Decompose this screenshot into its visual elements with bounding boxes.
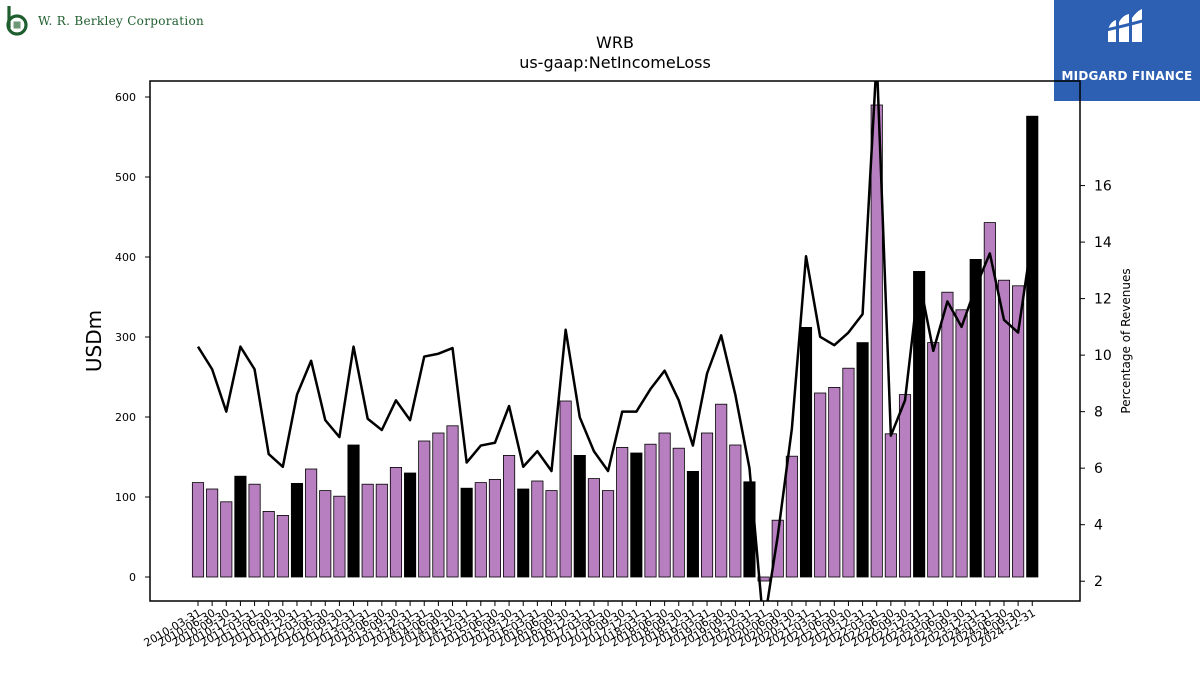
plot-frame: [150, 81, 1080, 601]
bar: [673, 448, 684, 577]
bar: [320, 491, 331, 577]
bar: [730, 445, 741, 577]
y2-tick-label: 2: [1094, 574, 1103, 590]
bar: [744, 482, 755, 577]
chart-title: WRB: [596, 33, 634, 52]
bar: [574, 455, 585, 577]
bar: [447, 426, 458, 577]
bar: [843, 368, 854, 577]
bar: [419, 441, 430, 577]
bar: [617, 447, 628, 577]
bar: [716, 404, 727, 577]
bar: [800, 327, 811, 577]
bar: [192, 483, 203, 577]
y-tick-label: 100: [115, 491, 136, 504]
y2-tick-label: 12: [1094, 292, 1112, 308]
bar: [942, 292, 953, 577]
bar: [390, 467, 401, 577]
bar: [249, 484, 260, 577]
y-tick-label: 0: [129, 571, 136, 584]
y2-tick-label: 4: [1094, 518, 1103, 534]
net-income-chart: WRB us-gaap:NetIncomeLoss 0 100 200 300 400 5…: [0, 0, 1200, 675]
bar: [815, 393, 826, 577]
bar: [376, 484, 387, 577]
bar: [899, 395, 910, 577]
bar: [362, 484, 373, 577]
bar: [701, 433, 712, 577]
bar: [532, 481, 543, 577]
bar: [560, 401, 571, 577]
bar: [235, 476, 246, 577]
y-tick-label: 300: [115, 331, 136, 344]
bar: [305, 469, 316, 577]
bar: [687, 471, 698, 577]
bar: [602, 491, 613, 577]
y-tick-label: 500: [115, 171, 136, 184]
y2-tick-label: 6: [1094, 461, 1103, 477]
bar: [221, 502, 232, 577]
bar: [546, 491, 557, 577]
bar: [263, 511, 274, 577]
bar: [588, 479, 599, 577]
bar: [404, 473, 415, 577]
y-tick-label: 600: [115, 91, 136, 104]
y-axis-label: USDm: [82, 310, 106, 372]
bar: [503, 455, 514, 577]
bar: [786, 456, 797, 577]
bar: [475, 483, 486, 577]
bar: [645, 444, 656, 577]
bar: [956, 310, 967, 577]
bar: [857, 343, 868, 577]
y2-tick-label: 16: [1094, 179, 1112, 195]
bar: [885, 434, 896, 577]
bar: [829, 387, 840, 577]
bar: [206, 489, 217, 577]
y-tick-label: 200: [115, 411, 136, 424]
bar: [518, 489, 529, 577]
bar: [334, 496, 345, 577]
bar: [631, 453, 642, 577]
bar: [348, 445, 359, 577]
bar: [970, 259, 981, 577]
bar: [1027, 116, 1038, 577]
y2-tick-label: 14: [1094, 235, 1112, 251]
bar: [489, 479, 500, 577]
bar: [659, 433, 670, 577]
bar: [433, 433, 444, 577]
plot-area: 01002003004005006002468101214162010-03-3…: [115, 58, 1112, 649]
bar: [461, 488, 472, 577]
bar: [928, 343, 939, 577]
bar: [291, 483, 302, 577]
y2-tick-label: 10: [1094, 348, 1112, 364]
chart-subtitle: us-gaap:NetIncomeLoss: [519, 53, 711, 72]
bar: [277, 515, 288, 577]
y-tick-label: 400: [115, 251, 136, 264]
y2-tick-label: 8: [1094, 405, 1103, 421]
y2-axis-label: Percentage of Revenues: [1119, 268, 1133, 413]
